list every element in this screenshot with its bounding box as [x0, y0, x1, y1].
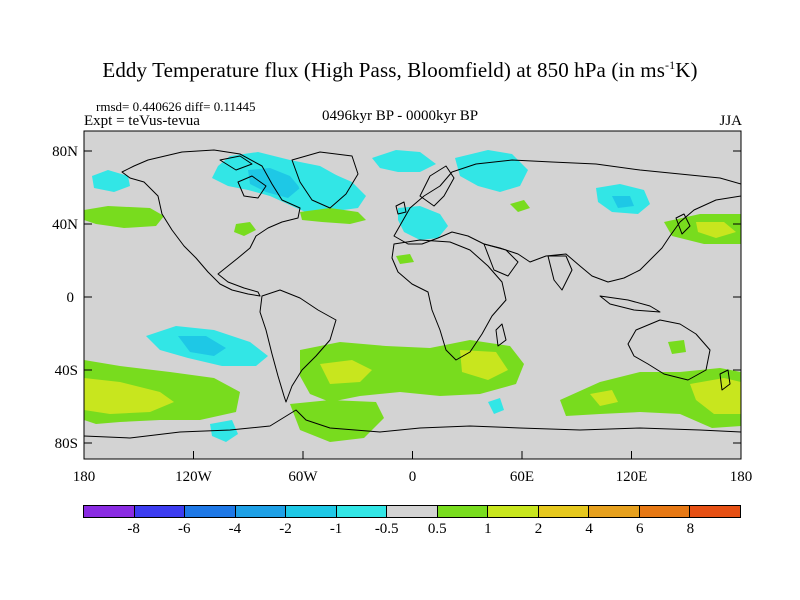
colorbar-label: 4 [585, 521, 593, 537]
stats-text: rmsd= 0.440626 diff= 0.11445 [96, 99, 256, 114]
anomaly-patch-tasman [668, 340, 686, 354]
coastline-south-america [259, 289, 337, 403]
colorbar-box [690, 506, 740, 517]
anomaly-patch-ross-sea [210, 420, 238, 442]
anomaly-patch-south-pacific-core [178, 336, 226, 356]
colorbar-box [185, 506, 236, 517]
colorbar-label: 0.5 [427, 521, 447, 537]
coastline-greenland [291, 151, 359, 209]
anomaly-patch-pacific-east-core [696, 222, 736, 238]
period-label: 0496kyr BP - 0000kyr BP [322, 108, 479, 124]
colorbar-label: 6 [636, 521, 644, 537]
coastline-british-isles [395, 201, 407, 215]
anomaly-patch-north-pacific [92, 170, 130, 192]
colorbar-label: 2 [534, 521, 543, 537]
colorbar [83, 505, 741, 518]
lon-label: 120W [175, 469, 213, 485]
colorbar-box [336, 506, 388, 517]
coastline-canadian-archipelago [219, 155, 253, 171]
anomaly-patch-europe [398, 206, 448, 240]
coastline-africa [391, 239, 507, 361]
coastline-antarctica [84, 409, 741, 439]
anomaly-patch-med [396, 254, 414, 264]
colorbar-label: 1 [484, 521, 492, 537]
anomaly-patch-antarctic-peninsula [290, 400, 384, 442]
anomaly-patch-greenland [295, 168, 366, 212]
anomaly-patch-south-indian [488, 398, 504, 414]
colorbar-label: 8 [686, 521, 695, 537]
coastline-madagascar [495, 323, 507, 347]
coastline-australia [627, 319, 711, 381]
colorbar-box [134, 506, 186, 517]
lat-label: 40N [52, 217, 78, 233]
title-superscript: -1 [665, 58, 676, 72]
lat-label: 80N [52, 144, 78, 160]
anomaly-patch-south-pacific-west-core [84, 378, 174, 414]
coastline-scandinavia [419, 165, 455, 207]
latitude-tick-labels: 80N 40N 0 40S 80S [52, 144, 78, 452]
lon-label: 180 [73, 469, 96, 485]
lon-label: 60E [510, 469, 534, 485]
lon-label: 180 [730, 469, 753, 485]
title-end: K) [675, 58, 698, 82]
longitude-tick-labels: 180 120W 60W 0 60E 120E 180 [73, 469, 753, 485]
anomaly-patch-atlantic-north [300, 208, 366, 224]
anomaly-patch-arctic-america-core [248, 168, 300, 198]
coastline-japan [675, 213, 691, 235]
colorbar-box [437, 506, 489, 517]
season-label: JJA [719, 113, 742, 129]
anomaly-patch-atlantic-west [234, 222, 256, 236]
colorbar-label: -0.5 [374, 521, 399, 537]
colorbar-box [235, 506, 287, 517]
colorbar-box [639, 506, 691, 517]
coastline-india [547, 255, 573, 291]
lon-label: 0 [409, 469, 417, 485]
coastline-north-america [121, 149, 301, 297]
anomaly-field [84, 150, 741, 442]
colorbar-box [589, 506, 640, 517]
coastlines [84, 149, 741, 439]
colorbar-box [387, 506, 438, 517]
anomaly-patch-south-atlantic-core2 [460, 350, 508, 380]
title-main: Eddy Temperature flux (High Pass, Bloomf… [102, 58, 666, 82]
lat-label: 80S [55, 436, 78, 452]
map-panel: 80N 40N 0 40S 80S 180 120W 60W 0 60E 120… [52, 130, 753, 485]
experiment-label: Expt = teVus-tevua [84, 113, 200, 129]
colorbar-label: -6 [177, 521, 191, 537]
anomaly-patch-south-indian-east-core2 [590, 390, 618, 406]
lon-label: 120E [616, 469, 648, 485]
coastline-indonesia [599, 295, 661, 313]
lat-label: 40S [55, 363, 78, 379]
anomaly-patch-pacific-west [84, 206, 164, 228]
anomaly-patch-arctic-russia [372, 150, 436, 172]
anomaly-patch-caspian [510, 200, 530, 212]
colorbar-label: -4 [228, 521, 242, 537]
colorbar-box [84, 506, 135, 517]
anomaly-patch-south-atlantic-core1 [320, 360, 372, 384]
colorbar-box [488, 506, 539, 517]
colorbar-label: -8 [127, 521, 140, 537]
longitude-ticks [83, 451, 742, 459]
coastline-new-zealand [719, 369, 731, 391]
anomaly-patch-south-indian-east-core [690, 378, 741, 414]
map-title: Eddy Temperature flux (High Pass, Bloomf… [0, 58, 800, 83]
colorbar-box [538, 506, 590, 517]
colorbar-label: -1 [329, 521, 343, 537]
colorbar-box [286, 506, 337, 517]
lon-label: 60W [288, 469, 318, 485]
coastline-hudson-bay [237, 175, 267, 199]
coastline-arabia [483, 243, 519, 277]
anomaly-patch-siberia-core [612, 196, 634, 208]
latitude-ticks [84, 150, 741, 444]
lat-label: 0 [67, 290, 75, 306]
colorbar-label: -2 [279, 521, 292, 537]
